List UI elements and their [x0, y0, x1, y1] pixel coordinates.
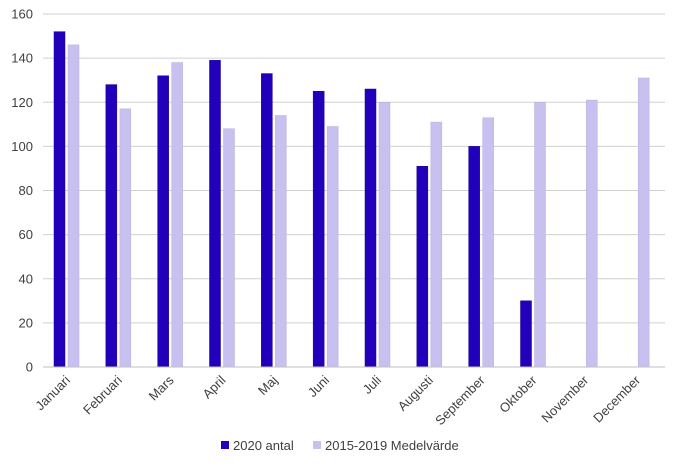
legend-swatch: [221, 441, 229, 449]
bar-2020-februari: [105, 84, 118, 368]
bar-2020-mars: [157, 75, 169, 368]
bar-2020-september: [468, 146, 480, 368]
grid-lines: [43, 13, 665, 324]
bar-medel-januari: [67, 44, 80, 368]
bar-2020-oktober: [520, 300, 532, 368]
x-tick-label: Mars: [146, 372, 177, 403]
y-tick-label: 100: [11, 139, 33, 154]
y-tick-label: 120: [11, 95, 33, 110]
x-tick-label: Juli: [360, 372, 384, 396]
y-tick-label: 80: [19, 183, 33, 198]
legend-label: 2015-2019 Medelvärde: [325, 438, 459, 453]
y-tick-label: 60: [19, 227, 33, 242]
x-tick-label: Oktober: [496, 372, 540, 416]
bar-medel-augusti: [430, 121, 443, 368]
bar-2020-maj: [261, 73, 273, 368]
bar-medel-november: [586, 99, 598, 368]
x-tick-label: April: [200, 372, 229, 401]
bar-2020-januari: [53, 31, 66, 368]
x-tick-label: Juni: [305, 372, 333, 400]
bar-medel-mars: [171, 62, 183, 368]
x-axis-ticks: Januari Februari Mars April Maj Juni Juli Augus…: [32, 372, 643, 428]
bar-2020-april: [209, 60, 221, 368]
bar-medel-maj: [275, 115, 287, 368]
legend: 2020 antal 2015-2019 Medelvärde: [221, 438, 459, 453]
y-tick-label: 160: [11, 7, 33, 22]
legend-label: 2020 antal: [233, 438, 294, 453]
bar-2020-juni: [312, 90, 325, 368]
bar-medel-juni: [326, 126, 339, 368]
bar-2020-juli: [364, 88, 377, 368]
bar-medel-februari: [119, 108, 132, 368]
y-tick-label: 40: [19, 271, 33, 286]
x-tick-label: Februari: [80, 372, 125, 417]
legend-swatch: [313, 441, 321, 449]
x-tick-label: September: [432, 372, 488, 428]
bar-2020-augusti: [416, 165, 429, 368]
x-tick-label: Januari: [32, 372, 73, 413]
x-tick-label: November: [538, 372, 591, 425]
y-tick-label: 140: [11, 51, 33, 66]
bar-medel-december: [637, 77, 650, 368]
bar-medel-juli: [378, 102, 391, 368]
y-tick-label: 20: [19, 315, 33, 330]
x-tick-label: Augusti: [395, 372, 436, 413]
bar-medel-april: [223, 128, 235, 368]
y-axis-ticks: 0 20 40 60 80 100 120 140 160: [11, 7, 33, 375]
y-tick-label: 0: [26, 360, 33, 375]
bar-medel-september: [482, 117, 494, 368]
bar-medel-oktober: [534, 102, 546, 368]
bars: [53, 31, 650, 368]
x-tick-label: Maj: [255, 372, 280, 397]
x-tick-label: December: [590, 372, 643, 425]
